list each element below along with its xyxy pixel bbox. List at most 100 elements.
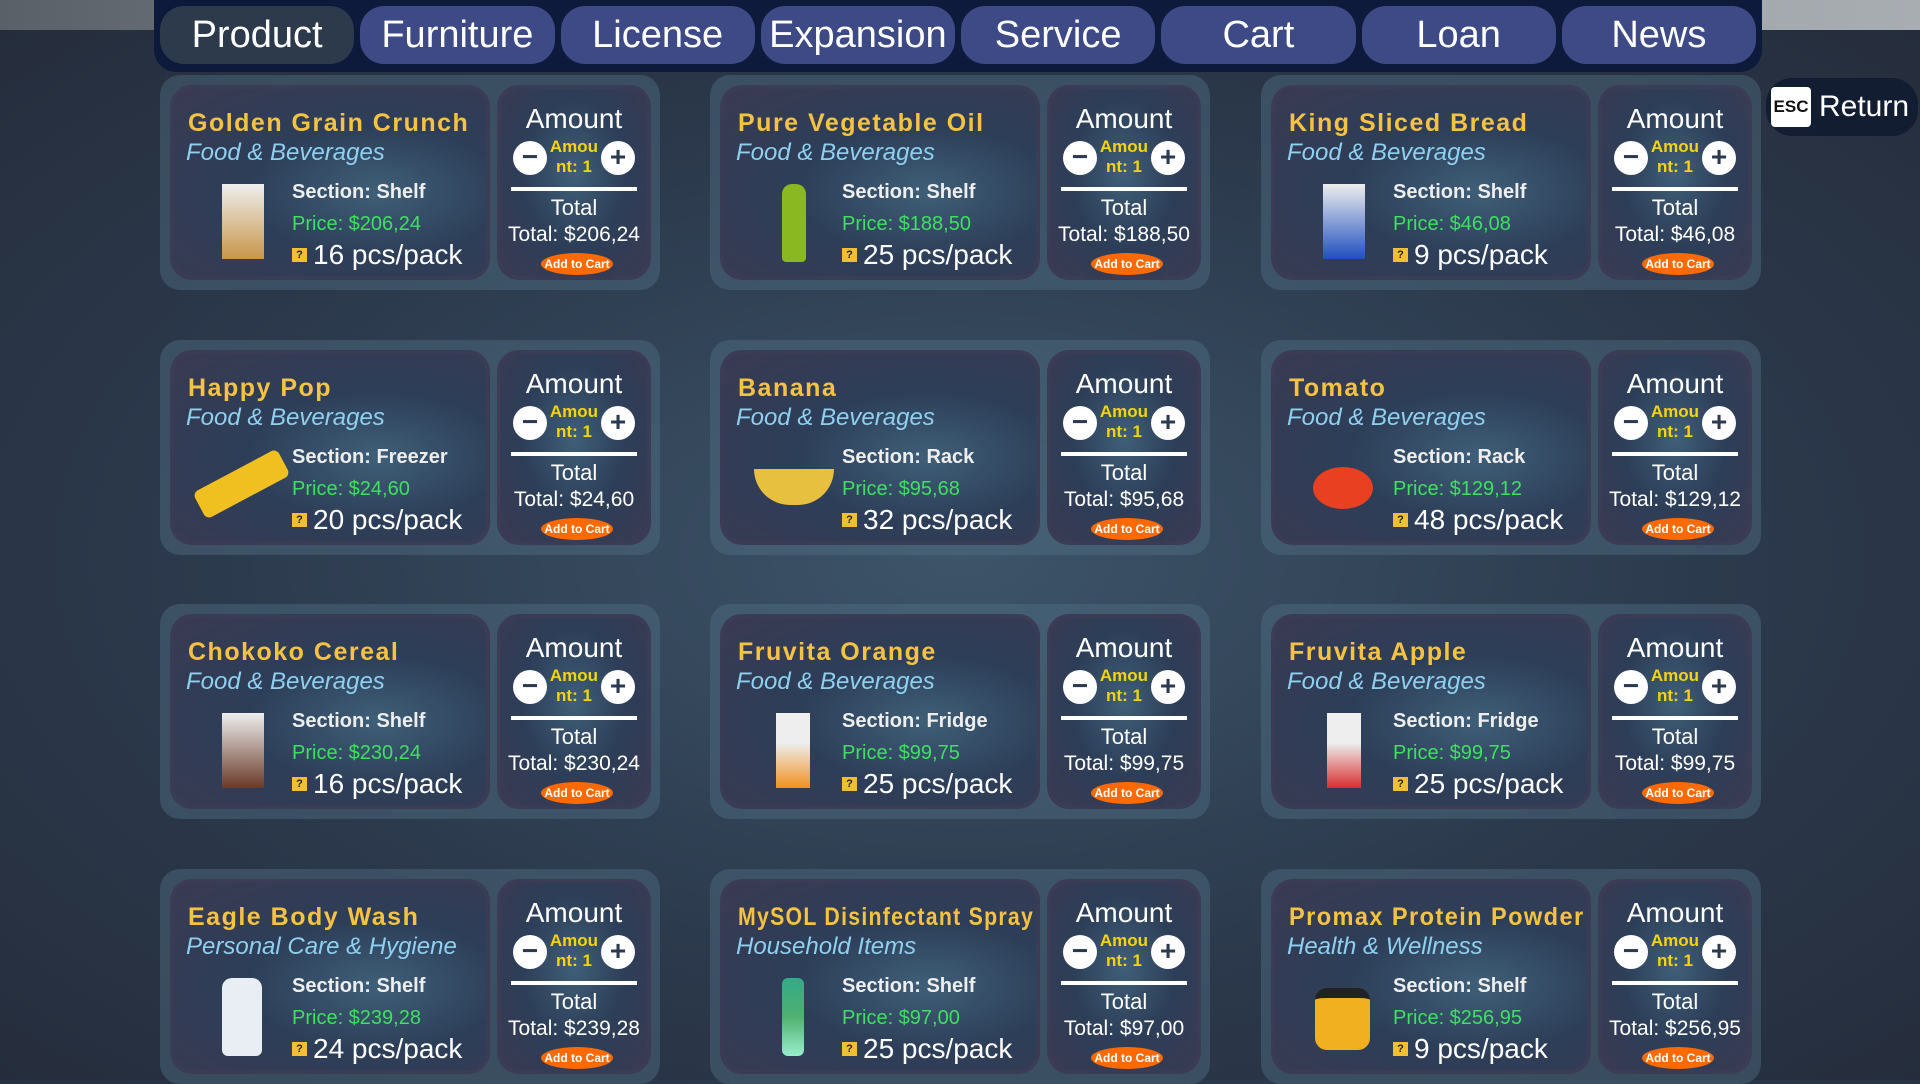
return-button[interactable]: ESC Return [1766,78,1918,136]
increase-amount-button[interactable]: + [1702,141,1736,175]
decrease-amount-button[interactable]: − [1614,141,1648,175]
pack-size-value: 24 pcs/pack [313,1033,463,1064]
decrease-amount-button[interactable]: − [1614,406,1648,440]
amount-value: Amount: 1 [1099,402,1149,441]
add-to-cart-button[interactable]: Add to Cart [541,518,613,540]
increase-amount-button[interactable]: + [1702,670,1736,704]
tab-loan[interactable]: Loan [1361,6,1556,64]
amount-value: Amount: 1 [1099,666,1149,705]
tab-furniture[interactable]: Furniture [360,6,555,64]
increase-amount-button[interactable]: + [1151,670,1185,704]
increase-amount-button[interactable]: + [1702,935,1736,969]
pack-help-icon: ? [1393,1042,1408,1056]
pack-size-value: 20 pcs/pack [313,504,463,535]
decrease-amount-button[interactable]: − [1063,670,1097,704]
ice-pop-icon [192,448,291,524]
pack-help-icon: ? [842,248,857,262]
amount-panel: Amount − Amount: 1 + Total Total: $97,00… [1047,879,1201,1074]
decrease-amount-button[interactable]: − [1614,670,1648,704]
esc-key-icon: ESC [1771,87,1811,127]
add-to-cart-button[interactable]: Add to Cart [1091,253,1163,275]
decrease-amount-button[interactable]: − [513,935,547,969]
pack-help-icon: ? [842,777,857,791]
add-to-cart-button[interactable]: Add to Cart [541,1047,613,1069]
product-section: Section: Shelf [292,181,426,203]
add-to-cart-button[interactable]: Add to Cart [1091,1047,1163,1069]
total-heading: Total [1100,724,1148,749]
increase-amount-button[interactable]: + [601,141,635,175]
increase-amount-button[interactable]: + [1151,141,1185,175]
product-category: Food & Beverages [736,139,935,166]
add-to-cart-button[interactable]: Add to Cart [1642,253,1714,275]
amount-heading: Amount [1626,103,1724,134]
amount-value: Amount: 1 [1099,931,1149,970]
increase-amount-button[interactable]: + [601,406,635,440]
add-to-cart-button[interactable]: Add to Cart [1642,518,1714,540]
product-info-panel: Tomato Food & Beverages Section: Rack Pr… [1271,350,1591,545]
product-card: Golden Grain Crunch Food & Beverages Sec… [160,75,660,290]
product-info-panel: Banana Food & Beverages Section: Rack Pr… [720,350,1040,545]
decrease-amount-button[interactable]: − [513,670,547,704]
product-name: Banana [738,374,838,402]
protein-tub-icon [1315,978,1370,1053]
amount-value: Amount: 1 [1099,137,1149,176]
add-to-cart-button[interactable]: Add to Cart [1642,1047,1714,1069]
total-value: Total: $206,24 [508,223,640,246]
tab-service[interactable]: Service [961,6,1156,64]
total-value: Total: $97,00 [1063,1017,1185,1040]
decrease-amount-button[interactable]: − [1063,406,1097,440]
total-heading: Total [1100,989,1148,1014]
product-price: Price: $95,68 [842,478,960,500]
increase-amount-button[interactable]: + [601,670,635,704]
amount-heading: Amount [1075,368,1173,399]
increase-amount-button[interactable]: + [1151,406,1185,440]
decrease-amount-button[interactable]: − [513,406,547,440]
amount-panel: Amount − Amount: 1 + Total Total: $256,9… [1598,879,1752,1074]
product-pack-size: ? 16 pcs/pack [292,239,462,271]
decrease-amount-button[interactable]: − [1614,935,1648,969]
product-info-panel: MySOL Disinfectant Spray Household Items… [720,879,1040,1074]
product-price: Price: $46,08 [1393,213,1511,235]
amount-heading: Amount [525,632,623,663]
amount-panel: Amount − Amount: 1 + Total Total: $24,60… [497,350,651,545]
tab-product[interactable]: Product [160,6,355,64]
total-heading: Total [550,724,598,749]
amount-panel: Amount − Amount: 1 + Total Total: $239,2… [497,879,651,1074]
pack-help-icon: ? [842,513,857,527]
decrease-amount-button[interactable]: − [1063,141,1097,175]
tab-expansion[interactable]: Expansion [760,6,955,64]
add-to-cart-button[interactable]: Add to Cart [1091,782,1163,804]
decrease-amount-button[interactable]: − [1063,935,1097,969]
amount-value: Amount: 1 [1650,402,1700,441]
product-name: Golden Grain Crunch [188,109,470,137]
add-to-cart-button[interactable]: Add to Cart [1642,782,1714,804]
tab-cart[interactable]: Cart [1161,6,1356,64]
product-category: Food & Beverages [736,404,935,431]
product-section: Section: Shelf [292,975,426,997]
add-to-cart-button[interactable]: Add to Cart [541,782,613,804]
product-info-panel: Promax Protein Powder Health & Wellness … [1271,879,1591,1074]
increase-amount-button[interactable]: + [1702,406,1736,440]
increase-amount-button[interactable]: + [1151,935,1185,969]
product-card: Pure Vegetable Oil Food & Beverages Sect… [710,75,1210,290]
product-category: Health & Wellness [1287,933,1483,960]
product-card: King Sliced Bread Food & Beverages Secti… [1261,75,1761,290]
product-price: Price: $230,24 [292,742,421,764]
divider [1612,981,1738,985]
product-pack-size: ? 25 pcs/pack [842,1033,1012,1065]
increase-amount-button[interactable]: + [601,935,635,969]
tab-license[interactable]: License [560,6,755,64]
product-price: Price: $239,28 [292,1007,421,1029]
total-value: Total: $230,24 [508,752,640,775]
oil-bottle-icon [764,184,819,262]
product-section: Section: Shelf [1393,975,1527,997]
add-to-cart-button[interactable]: Add to Cart [541,253,613,275]
decrease-amount-button[interactable]: − [513,141,547,175]
amount-heading: Amount [1075,632,1173,663]
product-section: Section: Shelf [842,181,976,203]
product-name: Pure Vegetable Oil [738,109,985,137]
cereal-box-icon [214,713,269,788]
add-to-cart-button[interactable]: Add to Cart [1091,518,1163,540]
tab-news[interactable]: News [1561,6,1756,64]
cereal-box-icon [214,184,269,259]
